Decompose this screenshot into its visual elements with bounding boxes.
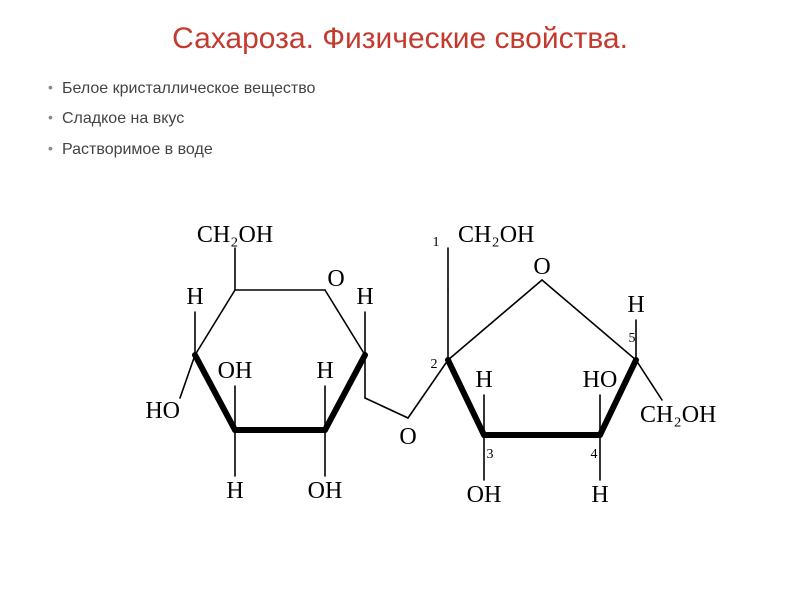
svg-text:2: 2 [431,357,438,372]
svg-text:H: H [475,367,492,393]
svg-text:5: 5 [629,331,636,346]
svg-text:CH₂OH: CH₂OH [197,222,273,248]
bullet-item: Белое кристаллическое вещество [48,74,800,104]
bullet-item: Сладкое на вкус [48,104,800,134]
svg-text:O: O [533,254,550,280]
svg-text:HO: HO [145,398,180,424]
svg-text:H: H [316,358,333,384]
slide-title: Сахароза. Физические свойства. [0,0,800,74]
svg-text:H: H [356,284,373,310]
svg-text:O: O [327,266,344,292]
bullet-item: Растворимое в воде [48,135,800,165]
svg-text:OH: OH [218,358,253,384]
svg-text:H: H [627,292,644,318]
svg-text:CH₂OH: CH₂OH [640,402,716,428]
svg-text:1: 1 [433,235,440,250]
svg-text:CH₂OH: CH₂OH [458,222,534,248]
svg-text:HO: HO [583,367,618,393]
svg-text:OH: OH [467,482,502,508]
svg-text:OH: OH [308,478,343,504]
svg-text:H: H [186,284,203,310]
chem-svg: CH₂OHHHHOHOHHHOOCH₂OH1CH₂OHHHOHHOH2345OO [80,200,720,560]
bullet-list: Белое кристаллическое вещество Сладкое н… [0,74,800,165]
sucrose-structure-diagram: CH₂OHHHHOHOHHHOOCH₂OH1CH₂OHHHOHHOH2345OO [80,200,720,560]
svg-text:H: H [591,482,608,508]
svg-text:H: H [226,478,243,504]
svg-text:4: 4 [591,447,598,462]
svg-text:O: O [399,424,416,450]
svg-text:3: 3 [487,447,494,462]
